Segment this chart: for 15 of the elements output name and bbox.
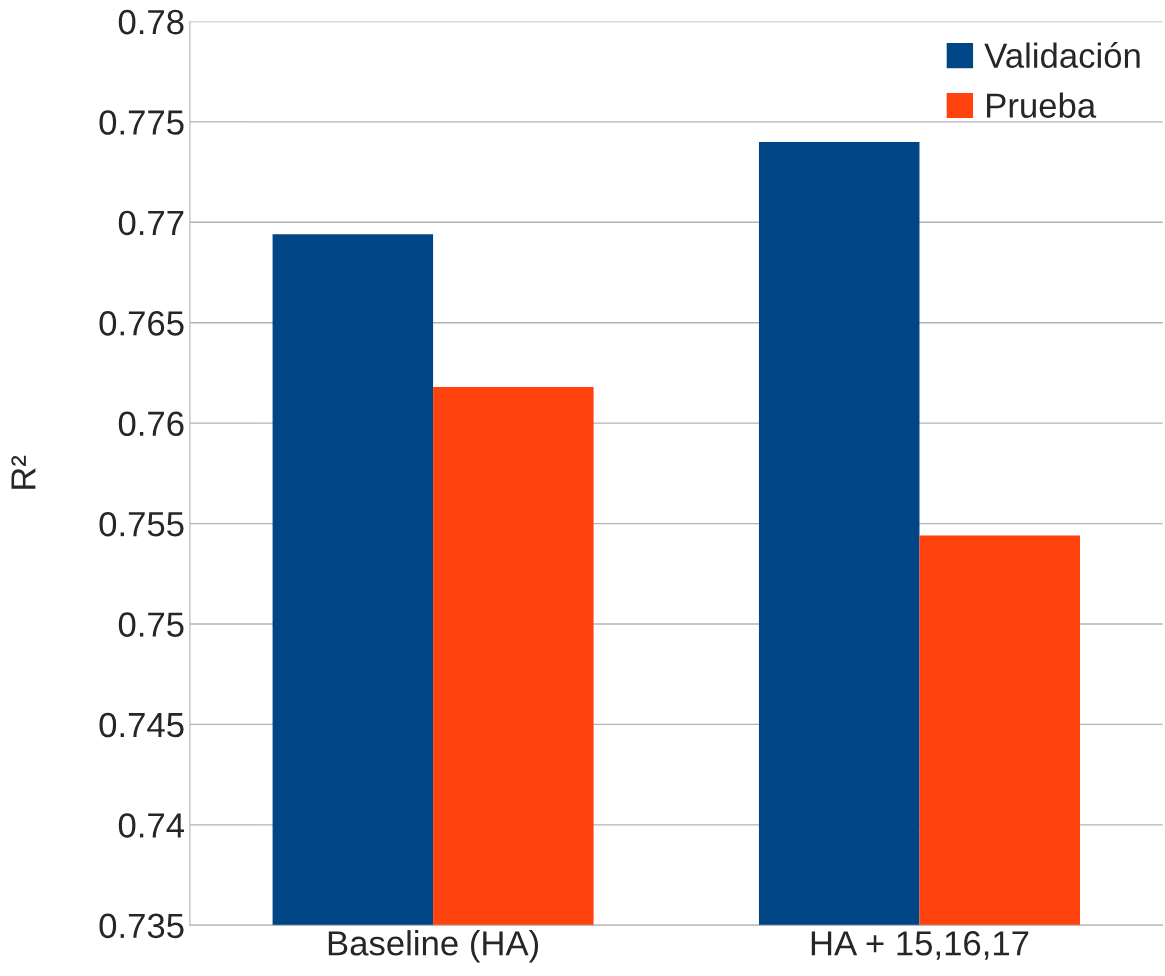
legend-label: Validación xyxy=(984,42,1140,68)
y-tick-label: 0.77 xyxy=(118,210,184,236)
y-tick-label: 0.78 xyxy=(118,9,184,35)
y-tick-label: 0.75 xyxy=(118,612,184,637)
legend-label: Prueba xyxy=(987,92,1097,118)
y-tick-label: 0.74 xyxy=(118,813,185,838)
y-tick-label: 0.765 xyxy=(99,311,184,336)
y-tick-label: 0.775 xyxy=(99,110,184,135)
x-tick-label: Baseline (HA) xyxy=(328,930,539,963)
y-tick-label: 0.755 xyxy=(99,511,184,537)
y-tick-label: 0.735 xyxy=(99,913,184,939)
y-tick-label: 0.76 xyxy=(118,411,184,437)
x-tick-label: HA + 15,16,17 xyxy=(811,931,1029,960)
y-axis-title: R² xyxy=(11,455,36,489)
y-tick-label: 0.745 xyxy=(99,712,184,738)
